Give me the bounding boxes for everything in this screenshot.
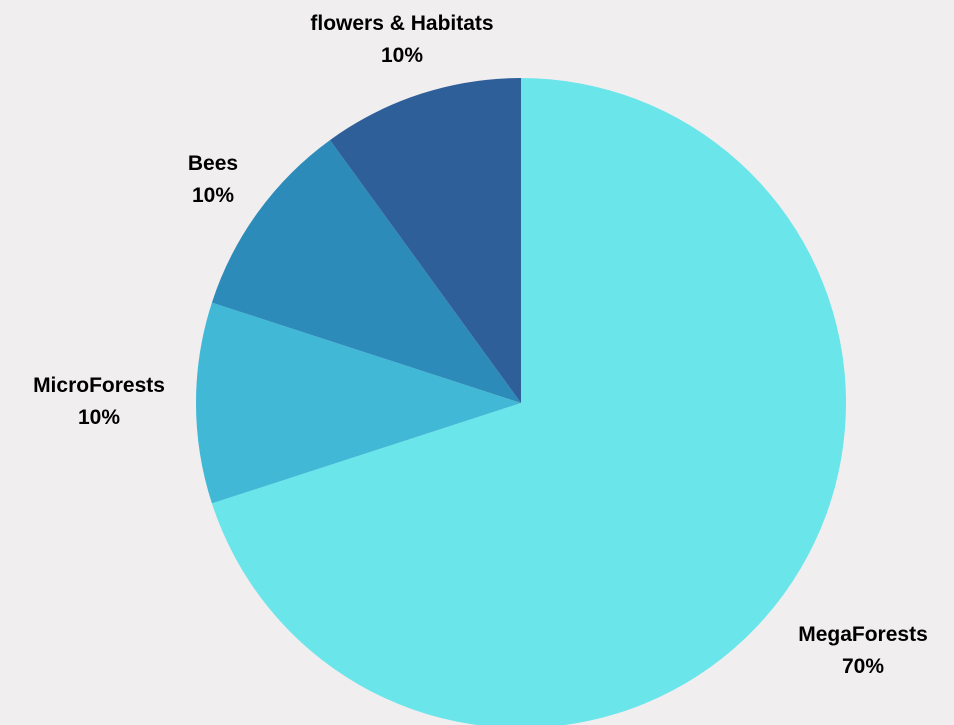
slice-label-flowers-habitats: flowers & Habitats [310,12,493,35]
pie-labels: MegaForests 70% MicroForests 10% Bees 10% flow… [33,12,928,678]
slice-percent-megaforests: 70% [842,655,884,678]
slice-label-megaforests: MegaForests [798,623,928,646]
slice-label-microforests: MicroForests [33,374,165,397]
slice-label-bees: Bees [188,152,238,175]
pie-slice-bees [211,140,522,404]
slice-percent-flowers-habitats: 10% [381,44,423,67]
pie-slices [196,78,846,725]
pie-slice-flowers-habitats [329,78,521,403]
pie-slice-microforests [196,302,521,504]
slice-percent-bees: 10% [192,184,234,207]
slice-percent-microforests: 10% [78,406,120,429]
pie-slice-megaforests [211,78,846,725]
